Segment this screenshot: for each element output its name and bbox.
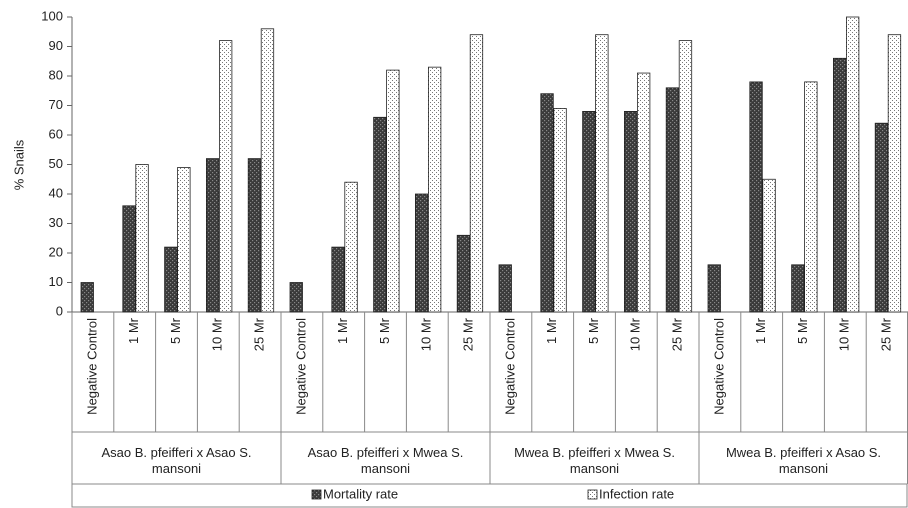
x-tick-label: 5 Mr [377,317,392,344]
legend-label: Infection rate [599,486,674,501]
bar [498,264,512,313]
x-tick-label: Negative Control [84,318,99,415]
bar [749,81,763,313]
y-tick-label: 50 [49,156,63,171]
bar [373,116,387,313]
bar [386,69,400,313]
x-tick-label: 25 Mr [879,317,894,351]
bar [289,282,303,313]
bar [135,164,149,313]
bar [665,87,680,313]
x-tick-label: 1 Mr [544,317,559,344]
bar [595,34,609,313]
y-tick-label: 80 [49,67,63,82]
x-tick-label: Negative Control [502,318,517,415]
bar [791,264,805,313]
bar [804,81,818,313]
x-tick-label: 10 Mr [419,317,434,351]
bar [624,111,638,313]
legend-box [71,483,908,508]
bar [762,178,776,313]
bar [874,122,889,313]
bar [260,28,275,313]
x-tick-label: 10 Mr [210,317,225,351]
bar [414,193,429,313]
bar [887,34,902,313]
bar [833,57,847,313]
bar [427,66,442,313]
legend-swatch [311,489,322,500]
bar [540,93,554,313]
x-tick-label: 1 Mr [335,317,350,344]
y-tick-label: 90 [49,38,63,53]
bar [846,16,860,313]
legend-swatch [587,489,598,500]
y-tick-label: 60 [49,126,63,141]
y-tick-label: 20 [49,244,63,259]
bar [164,246,178,313]
bar [469,34,484,313]
x-tick-label: Negative Control [711,318,726,415]
bar [218,40,233,313]
x-tick-label: 10 Mr [837,317,852,351]
bar [582,111,596,313]
bar [80,282,94,313]
x-tick-label: 1 Mr [753,317,768,344]
x-tick-label: 25 Mr [252,317,267,351]
y-axis-label: % Snails [11,139,26,190]
bar [205,158,220,313]
y-tick-label: 100 [41,8,63,23]
group-label: Mwea B. pfeifferi x Asao S. mansoni [725,445,882,476]
group-label: Mwea B. pfeifferi x Mwea S. mansoni [514,445,675,476]
bar [553,108,567,313]
bar [678,40,693,313]
x-tick-label: 25 Mr [670,317,685,351]
y-tick-label: 40 [49,185,63,200]
bar [637,72,651,313]
group-label: Asao B. pfeifferi x Mwea S. mansoni [307,445,464,476]
legend-label: Mortality rate [323,486,398,501]
x-tick-label: 25 Mr [461,317,476,351]
bar [344,181,358,313]
group-label: Asao B. pfeifferi x Asao S. mansoni [101,445,252,476]
y-tick-label: 30 [49,215,63,230]
x-tick-label: 10 Mr [628,317,643,351]
y-tick-label: 0 [56,303,63,318]
bar [247,158,262,313]
x-tick-label: Negative Control [293,318,308,415]
bar [177,167,191,313]
bar [122,205,136,313]
y-tick-label: 70 [49,97,63,112]
y-tick-label: 10 [49,274,63,289]
x-tick-label: 1 Mr [126,317,141,344]
x-tick-label: 5 Mr [586,317,601,344]
bar [707,264,721,313]
x-tick-label: 5 Mr [168,317,183,344]
bar [456,234,471,313]
x-tick-label: 5 Mr [795,317,810,344]
bar [331,246,345,313]
